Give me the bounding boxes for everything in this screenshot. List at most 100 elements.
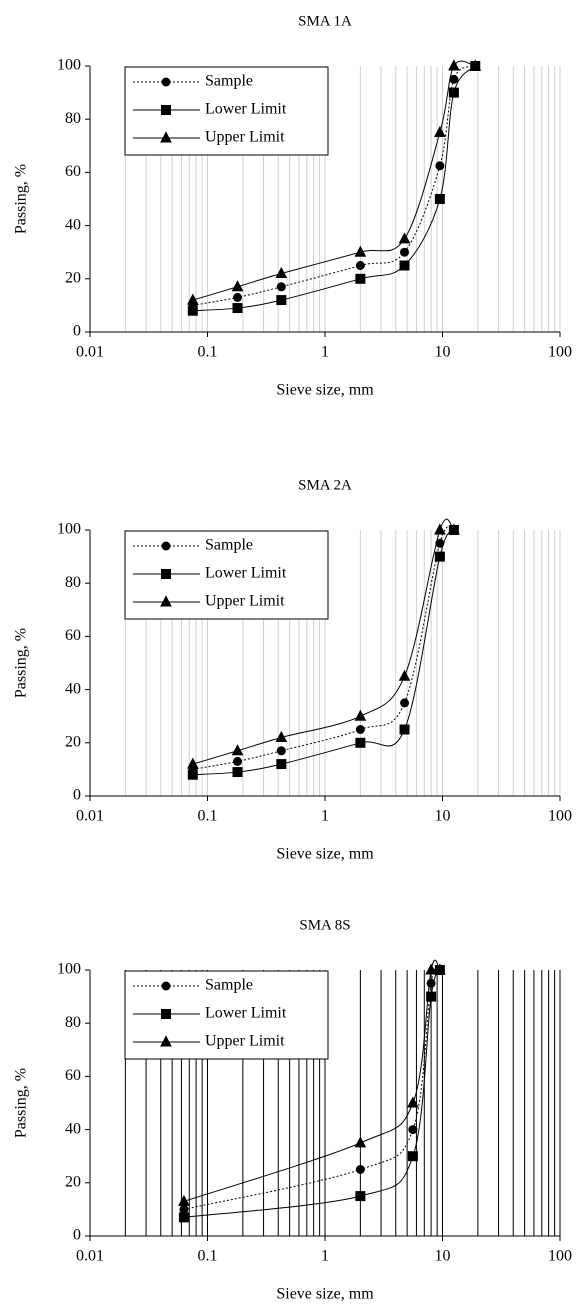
marker [354,709,367,721]
marker [276,295,287,306]
marker [448,523,460,535]
marker [434,125,446,137]
marker [355,737,366,748]
marker [426,991,437,1002]
marker [398,232,411,244]
x-tick-label: 100 [548,344,572,361]
marker [355,1165,365,1174]
legend: Sample Lower Limit Upper Limit [124,530,329,620]
x-tick-label: 10 [435,1248,451,1265]
y-tick-label: 100 [57,961,81,978]
marker [160,1035,172,1047]
x-tick-label: 1 [321,808,329,825]
marker [400,698,410,708]
chart: SMA 8S 0 20 40 60 80 100 0.01 0.1 1 10 100 Sieve siz… [13,917,572,1302]
legend-label: Lower Limit [205,101,287,118]
y-tick-label: 60 [65,1067,81,1084]
marker [407,1096,419,1108]
y-tick-label: 0 [73,1227,81,1244]
series-line [192,60,476,301]
y-axis-title: Passing, % [13,1068,30,1138]
x-tick-label: 100 [548,1248,572,1265]
y-tick-label: 40 [65,680,81,697]
marker [275,730,288,742]
legend: Sample Lower Limit Upper Limit [124,66,329,156]
x-axis-title: Sieve size, mm [276,846,374,863]
x-tick-label: 10 [435,344,451,361]
marker [425,963,437,975]
marker [355,1191,366,1202]
x-tick-label: 0.1 [198,344,218,361]
marker [399,260,410,271]
marker [231,280,244,292]
marker [435,161,445,171]
marker [161,105,171,115]
marker [161,77,171,87]
marker [232,292,242,302]
marker [275,266,288,278]
marker [399,724,410,735]
y-tick-label: 80 [65,1014,81,1031]
marker [232,756,242,766]
marker [407,1151,418,1162]
legend-label: Sample [205,73,253,90]
marker [186,757,199,769]
chart: SMA 2A 0 20 40 60 80 100 0.01 0.1 1 10 100 Sieve siz… [13,477,572,862]
marker [186,293,199,305]
x-tick-label: 0.01 [76,808,104,825]
y-tick-label: 60 [65,163,81,180]
marker [434,523,446,535]
legend: Sample Lower Limit Upper Limit [124,970,329,1060]
marker [160,131,172,143]
legend-label: Upper Limit [205,593,285,610]
y-tick-label: 0 [73,787,81,804]
y-tick-label: 60 [65,627,81,644]
marker [232,303,243,314]
marker [231,744,244,756]
x-tick-label: 100 [548,808,572,825]
x-axis-title: Sieve size, mm [276,382,374,399]
marker [400,247,410,257]
marker [160,595,172,607]
legend-label: Lower Limit [205,1005,287,1022]
marker [276,282,286,292]
y-tick-label: 20 [65,733,81,750]
marker [161,981,171,991]
marker [187,769,198,780]
x-tick-label: 1 [321,1248,329,1265]
x-tick-label: 0.01 [76,344,104,361]
chart-title: SMA 8S [299,917,350,933]
marker [434,194,445,204]
y-axis-title: Passing, % [13,164,30,234]
marker [178,1212,189,1223]
chart-title: SMA 1A [298,13,352,29]
legend-label: Upper Limit [205,1033,285,1050]
y-tick-label: 80 [65,110,81,127]
y-tick-label: 0 [73,323,81,340]
marker [276,759,287,770]
y-tick-label: 40 [65,216,81,233]
marker [161,1009,171,1019]
x-tick-label: 0.1 [198,1248,218,1265]
legend-label: Sample [205,537,253,554]
marker [408,1125,418,1135]
marker [434,551,445,562]
y-tick-label: 20 [65,1173,81,1190]
marker [161,569,171,579]
chart-title: SMA 2A [298,477,352,493]
marker [355,273,366,284]
marker [179,1204,189,1214]
y-tick-label: 20 [65,269,81,286]
marker [355,725,365,734]
legend-label: Sample [205,977,253,994]
marker [161,541,171,551]
marker [469,59,482,71]
y-tick-label: 40 [65,1120,81,1137]
y-tick-label: 100 [57,57,81,74]
marker [354,1136,367,1148]
x-tick-label: 0.01 [76,1248,104,1265]
marker [434,963,446,975]
x-axis-title: Sieve size, mm [276,1286,374,1303]
chart: SMA 1A 0 20 40 60 80 100 0.01 0.1 1 10 100 Sieve siz… [13,13,572,398]
